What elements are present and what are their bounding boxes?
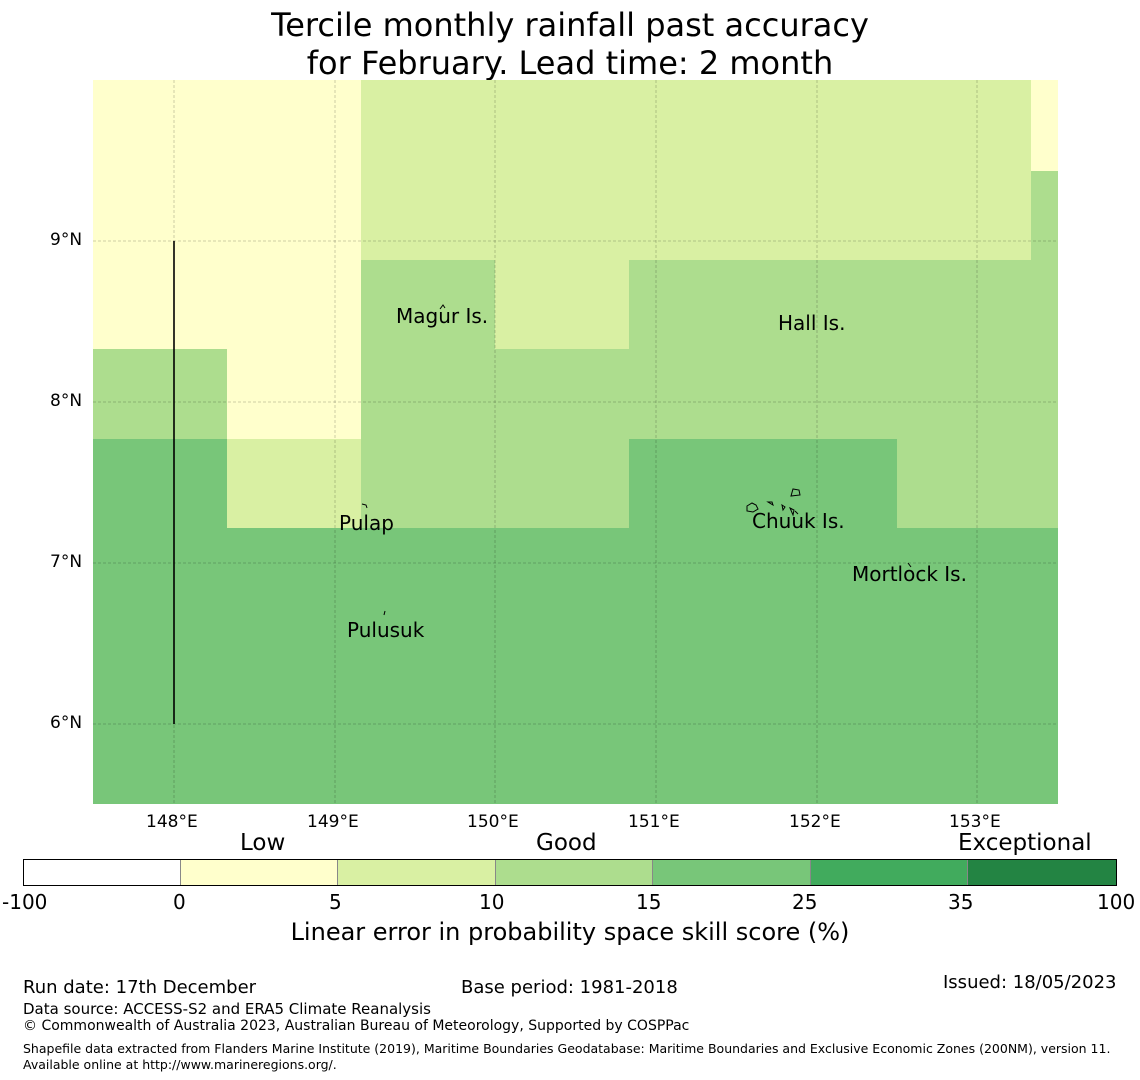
map-title-line2: for February. Lead time: 2 month: [306, 44, 834, 82]
colorbar-segment: [24, 860, 181, 885]
lon-label: 149°E: [307, 812, 359, 832]
map-cell: [1031, 80, 1058, 171]
colorbar-segment: [496, 860, 653, 885]
map-cell: [361, 260, 495, 528]
lat-label: 7°N: [50, 552, 83, 572]
colorbar-tick: 0: [173, 890, 186, 914]
colorbar-tick: 25: [792, 890, 818, 914]
colorbar-tick: 35: [948, 890, 974, 914]
place-label-mortlock: Mortlock Is.: [852, 562, 967, 586]
map-cell: [93, 80, 361, 349]
map-cell: [495, 349, 629, 528]
map-cell: [227, 349, 361, 439]
colorbar-segment: [338, 860, 496, 885]
category-good: Good: [536, 830, 597, 856]
category-low: Low: [240, 830, 286, 856]
map-cell: [361, 80, 1031, 260]
place-label-pulusuk: Pulusuk: [347, 618, 425, 642]
map-cell: [93, 349, 227, 439]
lon-label: 151°E: [628, 812, 680, 832]
map-cell: [897, 439, 1058, 528]
category-exceptional: Exceptional: [958, 830, 1092, 856]
mortlock-island-outline: [907, 562, 912, 568]
colorbar-tick: 5: [329, 890, 342, 914]
map-title-line1: Tercile monthly rainfall past accuracy: [271, 6, 869, 44]
colorbar-segment: [181, 860, 338, 885]
place-label-magur: Magur Is.: [396, 304, 489, 328]
map-cell: [227, 439, 361, 528]
place-label-hall: Hall Is.: [778, 311, 846, 335]
base-period: Base period: 1981-2018: [461, 977, 678, 998]
magur-island-outline: [439, 304, 446, 310]
colorbar-segment: [653, 860, 811, 885]
lat-label: 6°N: [50, 713, 83, 733]
colorbar-tick: 15: [636, 890, 662, 914]
colorbar-tick: 10: [479, 890, 505, 914]
chuuk-island-outline: [746, 488, 801, 517]
colorbar-label: Linear error in probability space skill …: [290, 918, 850, 946]
map-cell: [495, 260, 629, 349]
colorbar-segment: [811, 860, 968, 885]
pulusuk-island-outline: [383, 610, 386, 616]
skill-map: [93, 80, 1058, 804]
place-label-chuuk: Chuuk Is.: [752, 509, 845, 533]
lat-label: 8°N: [50, 391, 83, 411]
lon-label: 148°E: [146, 812, 198, 832]
pulap-island-outline: [361, 503, 368, 509]
issued-date: Issued: 18/05/2023: [943, 972, 1117, 993]
lon-label: 152°E: [789, 812, 841, 832]
colorbar: [23, 859, 1117, 886]
data-source: Data source: ACCESS-S2 and ERA5 Climate …: [23, 1000, 431, 1018]
colorbar-segment: [968, 860, 1116, 885]
lon-label: 153°E: [949, 812, 1001, 832]
colorbar-tick: 100: [1097, 890, 1136, 914]
lon-label: 150°E: [467, 812, 519, 832]
shapefile-credit: Shapefile data extracted from Flanders M…: [23, 1041, 1111, 1072]
lat-label: 9°N: [50, 230, 83, 250]
copyright: © Commonwealth of Australia 2023, Austra…: [23, 1018, 690, 1034]
place-label-pulap: Pulap: [339, 511, 394, 535]
colorbar-tick: -100: [2, 890, 48, 914]
map-cell: [629, 260, 1058, 439]
map-cell: [1031, 171, 1058, 260]
run-date: Run date: 17th December: [23, 977, 257, 998]
